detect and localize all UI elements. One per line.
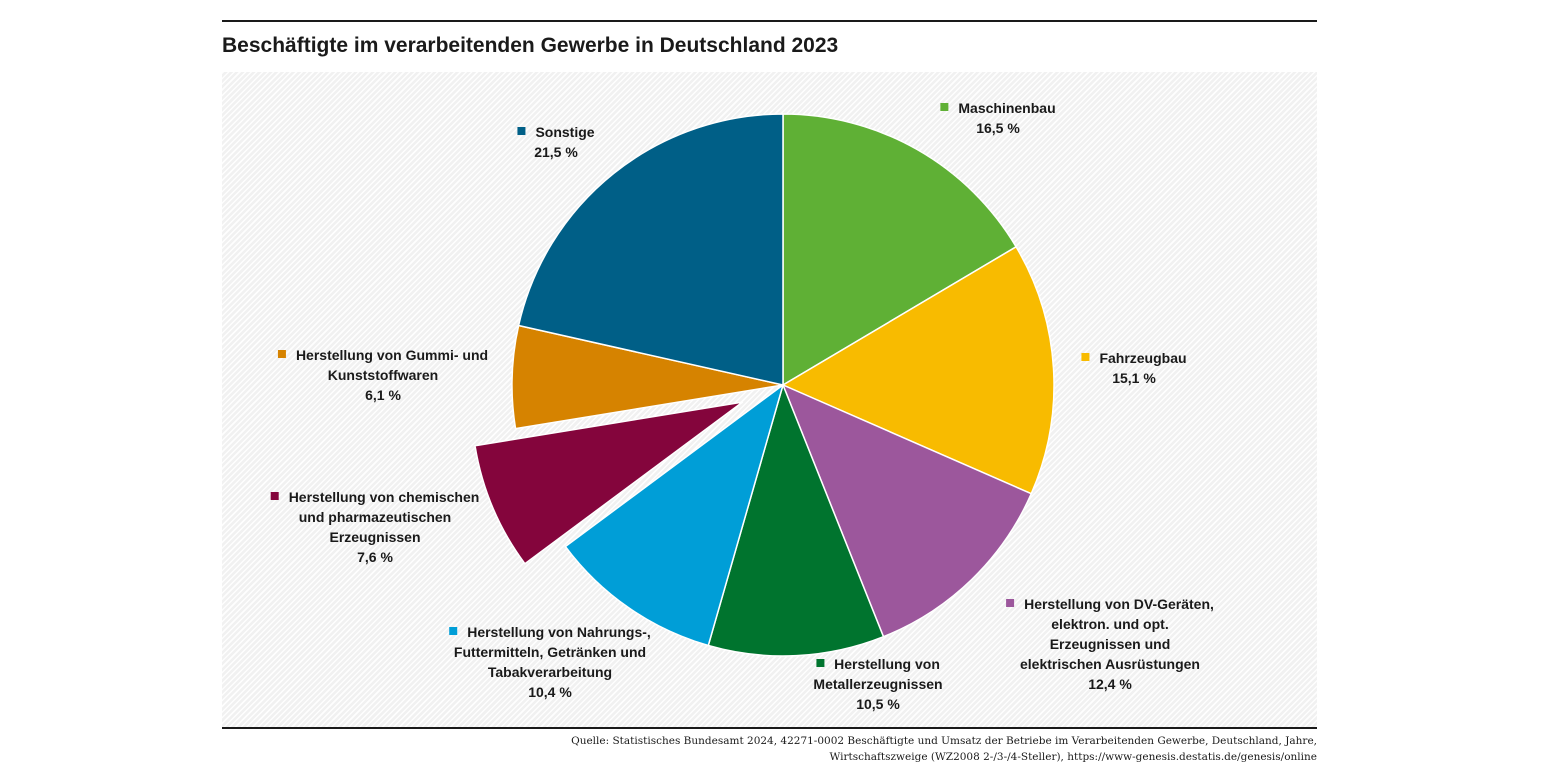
slice-label-text: Futtermitteln, Getränken und xyxy=(453,644,647,660)
slice-label-line: und pharmazeutischen xyxy=(271,507,480,527)
slice-label-text: Kunststoffwaren xyxy=(327,367,439,383)
slice-label-text: Fahrzeugbau xyxy=(1099,350,1187,366)
slice-label-text: Tabakverarbeitung xyxy=(487,664,613,680)
slice-label-herstellung-von-gummi-und-kunststoffware: Herstellung von Gummi- und Kunststoffware… xyxy=(277,345,489,405)
legend-swatch xyxy=(1006,599,1015,607)
slice-value-label: 7,6 % xyxy=(357,549,393,565)
slice-label-text: Metallerzeugnissen xyxy=(813,676,943,692)
legend-swatch xyxy=(449,627,458,635)
slice-value-label: 21,5 % xyxy=(534,144,578,160)
top-rule xyxy=(222,20,1317,22)
slice-label-line: Sonstige xyxy=(517,122,595,142)
slice-label-herstellung-von-metallerzeugnissen: Herstellung von Metallerzeugnissen 10,5 % xyxy=(813,654,942,714)
bottom-rule xyxy=(222,727,1317,729)
legend-swatch xyxy=(270,492,279,500)
slice-label-maschinenbau: Maschinenbau 16,5 % xyxy=(940,98,1056,138)
slice-label-line: Kunststoffwaren xyxy=(278,365,488,385)
slice-value-label: 10,4 % xyxy=(528,684,572,700)
slice-label-line: Herstellung von xyxy=(813,654,942,674)
slice-label-text: Maschinenbau xyxy=(958,100,1056,116)
slice-value-label: 16,5 % xyxy=(976,120,1020,136)
slice-label-herstellung-von-dv-geraeten-elektron-und: Herstellung von DV-Geräten, elektron. und… xyxy=(1006,594,1214,694)
slice-label-text: elektrischen Ausrüstungen xyxy=(1020,656,1200,672)
slice-label-text: Herstellung von Nahrungs-, xyxy=(467,624,651,640)
slice-label-text: Erzeugnissen und xyxy=(1049,636,1171,652)
slice-label-text: und pharmazeutischen xyxy=(298,509,452,525)
slice-label-line: Tabakverarbeitung xyxy=(449,662,651,682)
slice-label-line: Maschinenbau xyxy=(940,98,1056,118)
slice-label-text: Erzeugnissen xyxy=(329,529,421,545)
slice-label-line: Fahrzeugbau xyxy=(1081,348,1187,368)
slice-label-text: Sonstige xyxy=(535,124,595,140)
legend-swatch xyxy=(517,127,526,135)
slice-label-fahrzeugbau: Fahrzeugbau 15,1 % xyxy=(1081,348,1187,388)
slice-label-text: elektron. und opt. xyxy=(1051,616,1169,632)
slice-label-text: Herstellung von xyxy=(834,656,940,672)
slice-value-label: 12,4 % xyxy=(1088,676,1132,692)
slice-label-line: elektrischen Ausrüstungen xyxy=(1006,654,1214,674)
slice-label-line: Herstellung von chemischen xyxy=(270,487,480,507)
source-line-1: Quelle: Statistisches Bundesamt 2024, 42… xyxy=(571,735,1317,747)
slice-value-label: 10,5 % xyxy=(856,696,900,712)
slice-label-herstellung-von-nahrungs-futtermitteln-g: Herstellung von Nahrungs-, Futtermitteln,… xyxy=(449,622,651,702)
chart-title: Beschäftigte im verarbeitenden Gewerbe i… xyxy=(222,34,839,57)
slice-value-label: 6,1 % xyxy=(365,387,401,403)
legend-swatch xyxy=(816,659,825,667)
slice-label-line: Erzeugnissen xyxy=(271,527,480,547)
source-line-2: Wirtschaftszweige (WZ2008 2-/3-/4-Stelle… xyxy=(829,751,1317,763)
slice-label-text: Herstellung von DV-Geräten, xyxy=(1024,596,1214,612)
slice-label-line: Herstellung von Gummi- und xyxy=(277,345,489,365)
slice-label-line: Herstellung von Nahrungs-, xyxy=(449,622,651,642)
legend-swatch xyxy=(1081,353,1090,361)
slice-label-line: elektron. und opt. xyxy=(1006,614,1214,634)
slice-label-line: Futtermitteln, Getränken und xyxy=(449,642,651,662)
slice-label-herstellung-von-chemischen-und-pharmazeu: Herstellung von chemischen und pharmazeut… xyxy=(270,487,480,567)
legend-swatch xyxy=(277,350,286,358)
slice-label-line: Erzeugnissen und xyxy=(1006,634,1214,654)
slice-label-text: Herstellung von chemischen xyxy=(288,489,480,505)
slice-value-label: 15,1 % xyxy=(1112,370,1156,386)
source-note: Quelle: Statistisches Bundesamt 2024, 42… xyxy=(517,733,1317,765)
slice-label-sonstige: Sonstige 21,5 % xyxy=(517,122,595,162)
slice-label-text: Herstellung von Gummi- und xyxy=(295,347,489,363)
slice-label-line: Metallerzeugnissen xyxy=(813,674,942,694)
legend-swatch xyxy=(940,103,949,111)
slice-label-line: Herstellung von DV-Geräten, xyxy=(1006,594,1214,614)
